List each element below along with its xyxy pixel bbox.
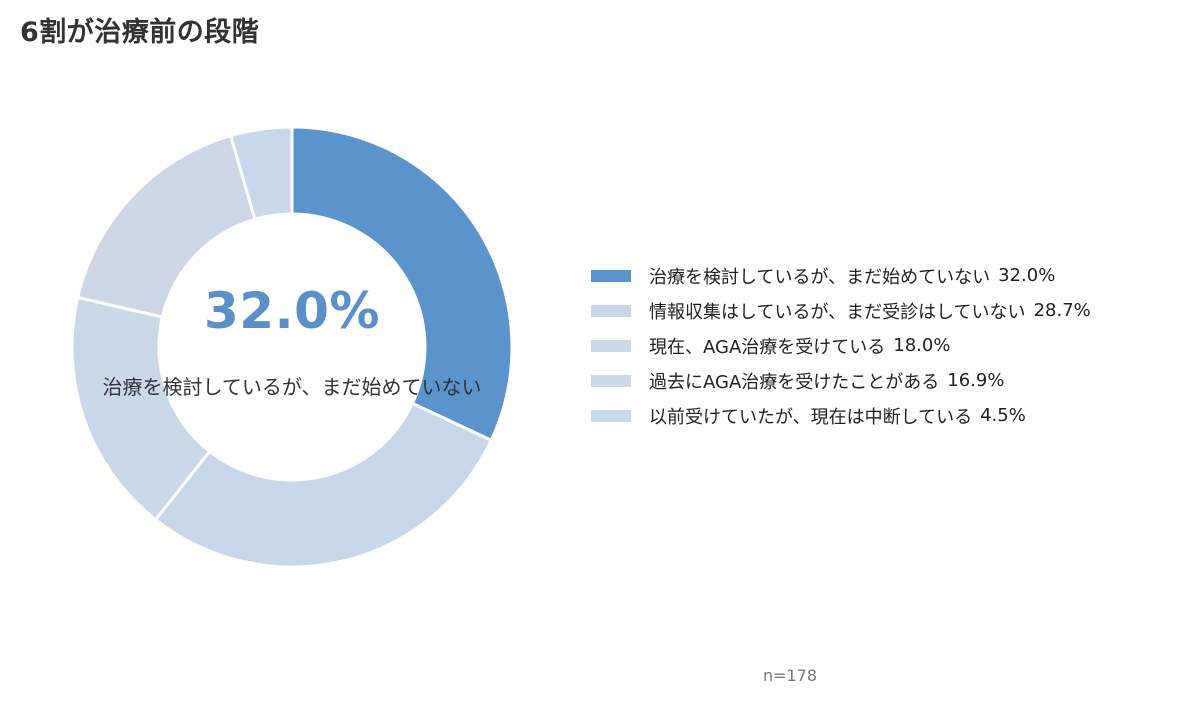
donut-slice[interactable]	[228, 125, 294, 222]
legend-swatch	[591, 269, 631, 282]
legend-value: 18.0%	[893, 335, 951, 356]
legend-label: 以前受けていたが、現在は中断している	[649, 406, 973, 428]
legend: 治療を検討しているが、まだ始めていない 32.0% 情報収集はしているが、まだ受…	[591, 258, 1181, 433]
donut-chart	[70, 125, 514, 569]
legend-label: 過去にAGA治療を受けたことがある	[649, 371, 940, 393]
legend-value: 4.5%	[980, 405, 1026, 426]
legend-item[interactable]: 治療を検討しているが、まだ始めていない 32.0%	[591, 258, 1181, 293]
legend-swatch	[591, 409, 631, 422]
legend-item[interactable]: 現在、AGA治療を受けている 18.0%	[591, 328, 1181, 363]
legend-swatch	[591, 339, 631, 352]
sample-size-note: n=178	[762, 666, 818, 685]
legend-item[interactable]: 情報収集はしているが、まだ受診はしていない 28.7%	[591, 293, 1181, 328]
legend-swatch	[591, 304, 631, 317]
legend-value: 28.7%	[1033, 300, 1091, 321]
legend-value: 32.0%	[998, 265, 1056, 286]
donut-slices	[70, 125, 514, 569]
donut-slice[interactable]	[70, 295, 212, 522]
center-label: 治療を検討しているが、まだ始めていない	[102, 375, 482, 399]
center-value: 32.0%	[204, 282, 380, 340]
legend-item[interactable]: 過去にAGA治療を受けたことがある 16.9%	[591, 363, 1181, 398]
donut-slice[interactable]	[153, 401, 494, 569]
legend-item[interactable]: 以前受けていたが、現在は中断している 4.5%	[591, 398, 1181, 433]
donut-slice[interactable]	[290, 125, 514, 443]
legend-swatch	[591, 374, 631, 387]
legend-value: 16.9%	[947, 370, 1005, 391]
chart-title: 6割が治療前の段階	[20, 17, 260, 48]
legend-label: 治療を検討しているが、まだ始めていない	[649, 266, 991, 288]
legend-label: 現在、AGA治療を受けている	[649, 336, 886, 358]
legend-label: 情報収集はしているが、まだ受診はしていない	[649, 301, 1026, 323]
